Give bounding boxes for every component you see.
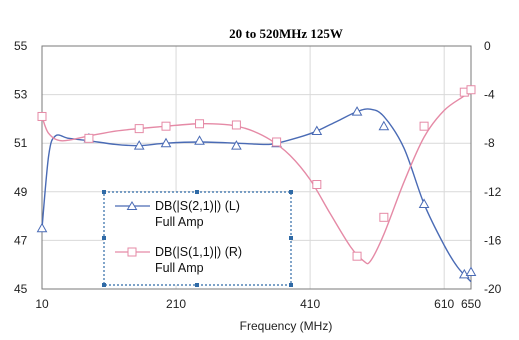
triangle-marker bbox=[465, 266, 477, 276]
x-tick-label: 650 bbox=[461, 297, 481, 311]
y-left-tick-label: 47 bbox=[14, 233, 28, 247]
x-tick-label: 410 bbox=[300, 297, 320, 311]
chart-title: 20 to 520MHz 125W bbox=[229, 26, 343, 41]
series-layer bbox=[36, 85, 477, 283]
plot-frame bbox=[41, 45, 472, 290]
triangle-marker bbox=[378, 120, 390, 131]
triangle-marker bbox=[351, 106, 363, 116]
triangle-marker bbox=[418, 198, 430, 208]
square-marker bbox=[419, 121, 429, 131]
y-right-tick-label: -8 bbox=[484, 136, 495, 150]
y-right-tick-label: 0 bbox=[484, 39, 491, 53]
y-right-tick-label: -16 bbox=[484, 233, 502, 247]
y-left-tick-label: 55 bbox=[14, 39, 28, 53]
square-marker bbox=[134, 124, 144, 134]
legend-handle bbox=[195, 283, 199, 287]
triangle-marker bbox=[231, 140, 242, 150]
x-axis-label: Frequency (MHz) bbox=[240, 319, 333, 333]
legend-label-s21: DB(|S(2,1)|) (L) bbox=[155, 199, 240, 213]
legend-label-s21-line2: Full Amp bbox=[155, 215, 204, 229]
legend-handle bbox=[195, 190, 199, 194]
x-tick-label: 210 bbox=[166, 297, 186, 311]
legend-handle bbox=[102, 236, 106, 240]
legend-handle bbox=[289, 190, 293, 194]
square-marker bbox=[231, 120, 241, 130]
y-right-tick-label: -4 bbox=[484, 88, 495, 102]
legend-handle bbox=[102, 283, 106, 287]
square-marker bbox=[272, 137, 282, 147]
legend-label-s11-line2: Full Amp bbox=[155, 261, 204, 275]
x-tick-label: 10 bbox=[35, 297, 49, 311]
y-right-tick-label: -12 bbox=[484, 185, 502, 199]
series-s11 bbox=[37, 85, 476, 265]
legend-square-marker bbox=[127, 247, 137, 257]
series-line bbox=[41, 89, 472, 265]
triangle-marker bbox=[36, 222, 48, 233]
legend-triangle-marker bbox=[126, 201, 138, 210]
square-marker bbox=[195, 119, 205, 129]
y-left-tick-label: 45 bbox=[14, 282, 28, 296]
triangle-marker bbox=[194, 135, 205, 145]
legend-handle bbox=[289, 283, 293, 287]
triangle-marker bbox=[160, 137, 172, 148]
legend-label-s11: DB(|S(1,1)|) (R) bbox=[155, 245, 242, 259]
triangle-marker bbox=[311, 125, 323, 136]
square-marker bbox=[161, 121, 171, 131]
square-marker bbox=[379, 212, 389, 222]
triangle-marker bbox=[133, 140, 145, 150]
square-marker bbox=[84, 133, 94, 143]
y-left-tick-label: 53 bbox=[14, 88, 28, 102]
tick-labels: 10 210 410 610 650 45 47 49 51 53 55 -20 -16 -12 -8 -4 0 bbox=[14, 39, 502, 311]
square-marker bbox=[466, 85, 476, 95]
y-right-tick-label: -20 bbox=[484, 282, 502, 296]
legend-handle bbox=[102, 190, 106, 194]
square-marker bbox=[37, 111, 47, 121]
legend-handle bbox=[289, 236, 293, 240]
x-tick-label: 610 bbox=[434, 297, 454, 311]
square-marker bbox=[352, 251, 362, 261]
square-marker bbox=[312, 180, 322, 190]
y-left-tick-label: 49 bbox=[14, 185, 28, 199]
legend: DB(|S(2,1)|) (L) Full Amp DB(|S(1,1)|) (… bbox=[102, 190, 293, 287]
y-left-tick-label: 51 bbox=[14, 136, 28, 150]
